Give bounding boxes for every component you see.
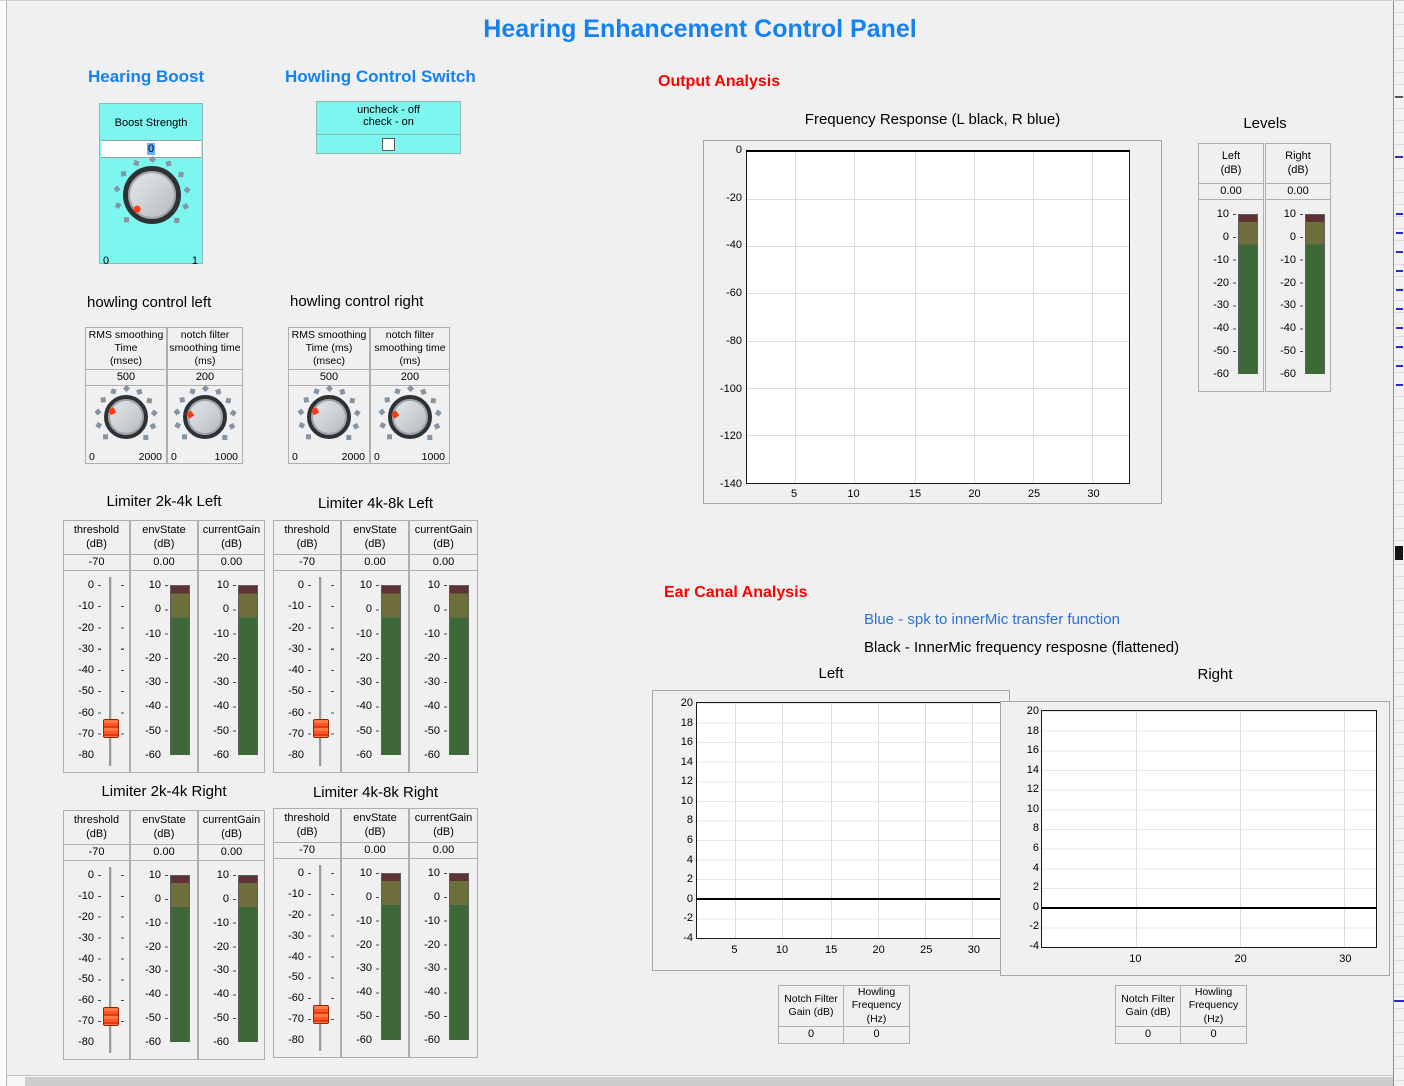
threshold-control: threshold (dB) -70 0 -10 -20 -30 -40 -50 -60 -7… (273, 808, 341, 1058)
envstate-meter: envState (dB) 0.00 10 0 -10 -20 -30 -40 -50 -60 (341, 520, 409, 773)
threshold-control: threshold (dB) -70 0 -10 -20 -30 -40 -50 -60 -7… (63, 520, 130, 773)
rms-smoothing-left-knob[interactable] (104, 395, 148, 439)
ear-canal-label: Ear Canal Analysis (664, 584, 808, 601)
meter-bar (1238, 214, 1258, 374)
threshold-control: threshold (dB) -70 0 -10 -20 -30 -40 -50 -60 -7… (273, 520, 341, 773)
output-analysis-label: Output Analysis (658, 73, 781, 90)
meter-bar (449, 585, 469, 755)
notch-gain-table-right: Notch Filter Gain (dB) 0 Howling Frequen… (1115, 985, 1247, 1044)
page-title: Hearing Enhancement Control Panel (483, 15, 917, 43)
ear-canal-left-plot (696, 702, 1003, 939)
meter-bar (170, 875, 190, 1042)
currentgain-meter: currentGain (dB) 0.00 10 0 -10 -20 -30 -40 -50… (409, 520, 478, 773)
knob-indicator-icon (385, 392, 435, 442)
levels-label: Levels (1243, 115, 1287, 132)
notch-gain-table-left: Notch Filter Gain (dB) 0 Howling Frequen… (778, 985, 910, 1044)
rms-smoothing-right-panel: RMS smoothing Time (ms) (msec) 500 0 200… (288, 327, 370, 464)
howling-control-checkbox[interactable] (382, 138, 395, 151)
threshold-slider-track[interactable] (319, 577, 322, 766)
boost-strength-label: Boost Strength (114, 117, 188, 129)
ear-right-x-axis: 10 20 30 (1129, 953, 1352, 965)
notch-smoothing-right-panel: notch filter smoothing time (ms) 200 0 1… (370, 327, 450, 464)
envstate-meter: envState (dB) 0.00 10 0 -10 -20 -30 -40 -50 -60 (130, 810, 198, 1060)
notch-smoothing-left-knob[interactable] (183, 395, 227, 439)
limiter-2k4k-left-title: Limiter 2k-4k Left (106, 493, 222, 510)
currentgain-meter: currentGain (dB) 0.00 10 0 -10 -20 -30 -40 -50… (409, 808, 478, 1058)
freq-y-axis: 0 -20 -40 -60 -80 -100 -120 -140 (719, 144, 742, 490)
threshold-slider-handle[interactable] (103, 1006, 119, 1026)
howling-switch-panel: uncheck - off check - on (316, 101, 461, 154)
threshold-slider-handle[interactable] (313, 1004, 329, 1024)
threshold-scale: 0 -10 -20 -30 -40 -50 -60 -70 -80 (288, 867, 304, 1046)
meter-bar (238, 875, 258, 1042)
ear-right-y-axis: 20 18 16 14 12 10 8 6 4 2 0 -2 -4 (1026, 705, 1039, 952)
threshold-scale: 0 -10 -20 -30 -40 -50 -60 -70 -80 (288, 579, 304, 761)
threshold-scale: 0 -10 -20 -30 -40 -50 -60 -70 -80 (78, 579, 94, 761)
ear-left-y-axis: 20 18 16 14 12 10 8 6 4 2 0 -2 -4 (680, 697, 693, 944)
threshold-slider-track[interactable] (109, 577, 112, 766)
ear-canal-right-plot (1041, 710, 1377, 948)
meter-bar (381, 585, 401, 755)
frequency-response-plot (746, 150, 1130, 484)
window-left-edge (0, 1, 7, 1086)
threshold-scale: 0 -10 -20 -30 -40 -50 -60 -70 -80 (78, 869, 94, 1048)
howling-right-label: howling control right (290, 293, 424, 310)
ear-canal-left-chart: 20 18 16 14 12 10 8 6 4 2 0 -2 -4 5 10 15 20 25 30 (652, 690, 1010, 971)
threshold-control: threshold (dB) -70 0 -10 -20 -30 -40 -50 -60 -7… (63, 810, 130, 1060)
envstate-meter: envState (dB) 0.00 10 0 -10 -20 -30 -40 -50 -60 (130, 520, 198, 773)
threshold-slider-track[interactable] (319, 865, 322, 1051)
black-response-line (1042, 906, 1376, 909)
threshold-slider-handle[interactable] (313, 719, 329, 739)
knob-indicator-icon (180, 392, 230, 442)
ear-canal-right-chart: 20 18 16 14 12 10 8 6 4 2 0 -2 -4 10 20 30 (1000, 701, 1390, 976)
ear-left-x-axis: 5 10 15 20 25 30 (731, 944, 980, 956)
currentgain-meter: currentGain (dB) 0.00 10 0 -10 -20 -30 -40 -50… (198, 520, 265, 773)
ear-right-title: Right (1197, 666, 1233, 683)
envstate-meter: envState (dB) 0.00 10 0 -10 -20 -30 -40 -50 -60 (341, 808, 409, 1058)
rms-smoothing-left-panel: RMS smoothing Time (msec) 500 0 2000 (85, 327, 167, 464)
freq-x-axis: 5 10 15 20 25 30 (790, 488, 1100, 500)
meter-bar (238, 585, 258, 755)
hearing-boost-section-label: Hearing Boost (88, 67, 205, 86)
scrollbar-thumb[interactable] (25, 1077, 1393, 1086)
notch-smoothing-left-panel: notch filter smoothing time (ms) 200 0 1… (167, 327, 243, 464)
limiter-2k4k-right-title: Limiter 2k-4k Right (101, 783, 227, 800)
meter-bar (449, 873, 469, 1040)
limiter-4k8k-right-title: Limiter 4k-8k Right (312, 784, 439, 801)
limiter-4k8k-left-title: Limiter 4k-8k Left (317, 495, 434, 512)
threshold-slider-track[interactable] (109, 867, 112, 1053)
level-meter-right: Right (dB) 0.00 10 0 -10 -20 -30 -40 -50 -60 (1265, 143, 1331, 392)
black-response-line (697, 897, 1002, 900)
rms-smoothing-right-knob[interactable] (307, 395, 351, 439)
threshold-slider-handle[interactable] (103, 719, 119, 739)
ear-left-title: Left (818, 665, 844, 682)
frequency-response-chart: 0 -20 -40 -60 -80 -100 -120 -140 5 10 15 20 25 30 (703, 140, 1162, 504)
legend-blue-series: Blue - spk to innerMic transfer function (864, 611, 1120, 628)
meter-bar (170, 585, 190, 755)
freq-response-title: Frequency Response (L black, R blue) (804, 111, 1061, 128)
howling-left-label: howling control left (87, 294, 212, 311)
background-window-sliver (1393, 1, 1404, 1086)
meter-bar (1305, 214, 1325, 374)
switch-caption: uncheck - off check - on (317, 102, 460, 135)
meter-bar (381, 873, 401, 1040)
level-meter-left: Left (dB) 0.00 10 0 -10 -20 -30 -40 -50 -60 (1198, 143, 1264, 392)
boost-strength-knob[interactable] (123, 166, 181, 224)
legend-black-series: Black - InnerMic frequency resposne (fla… (864, 639, 1180, 656)
horizontal-scrollbar[interactable] (7, 1075, 1393, 1086)
hearing-boost-panel: Boost Strength 0 0 1 (99, 103, 203, 267)
currentgain-meter: currentGain (dB) 0.00 10 0 -10 -20 -30 -40 -50… (198, 810, 265, 1060)
howling-switch-section-label: Howling Control Switch (285, 67, 476, 86)
notch-smoothing-right-knob[interactable] (388, 395, 432, 439)
